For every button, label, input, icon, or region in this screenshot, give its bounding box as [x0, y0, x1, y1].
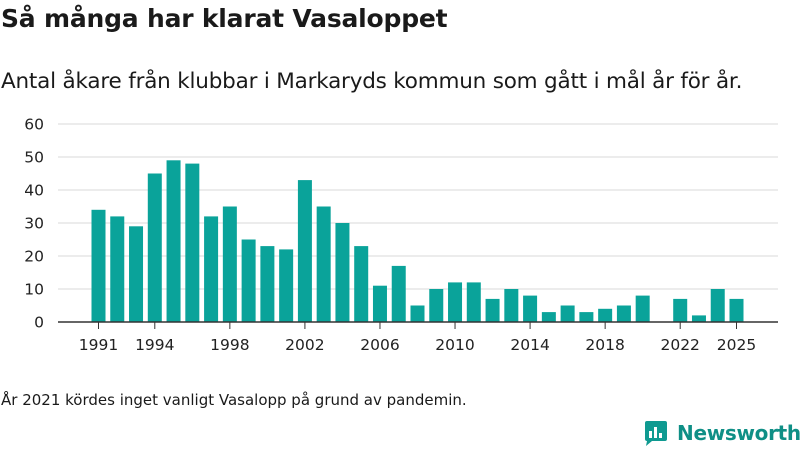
bar-2002 [297, 180, 312, 322]
bar-2001 [279, 249, 294, 322]
chart-title: Så många har klarat Vasaloppet [1, 4, 448, 33]
bar-2025 [729, 298, 744, 322]
bar-1992 [110, 216, 125, 322]
bar-1998 [222, 206, 237, 322]
y-tick-label: 10 [24, 281, 44, 299]
bar-series [91, 160, 744, 322]
bar-2010 [448, 282, 463, 322]
chart-subtitle: Antal åkare från klubbar i Markaryds kom… [1, 69, 743, 94]
newsworthy-logo-icon [645, 421, 667, 446]
y-axis-ticks: 0 10 20 30 40 50 60 [24, 116, 44, 332]
bar-2022 [673, 298, 688, 322]
bar-2004 [335, 223, 350, 322]
bar-2006 [372, 285, 387, 322]
bar-1996 [185, 163, 200, 322]
bar-2013 [504, 289, 519, 322]
y-tick-label: 20 [24, 248, 44, 266]
bar-chart: 0 10 20 30 40 50 60 1991 1994 1998 2002 2006 2010 20… [24, 116, 778, 354]
bar-2014 [523, 295, 538, 322]
bar-2024 [710, 289, 725, 322]
x-tick-label: 2022 [660, 336, 699, 354]
x-axis: 1991 1994 1998 2002 2006 2010 2014 2018 2022 2025 [58, 321, 778, 354]
bar-1995 [166, 160, 181, 322]
bar-2019 [616, 305, 631, 322]
footnote: År 2021 kördes inget vanligt Vasalopp på… [1, 391, 467, 409]
x-tick-label: 1998 [210, 336, 249, 354]
x-tick-label: 2018 [585, 336, 624, 354]
x-tick-label: 2025 [717, 336, 756, 354]
bar-2012 [485, 298, 500, 322]
bar-1991 [91, 209, 106, 322]
bar-2007 [391, 265, 406, 322]
y-tick-label: 0 [34, 314, 44, 332]
bar-2017 [579, 312, 594, 322]
bar-2020 [635, 295, 650, 322]
newsworthy-logo: Newsworthy [643, 419, 800, 447]
bar-2005 [354, 246, 369, 322]
bar-2008 [410, 305, 425, 322]
bar-2009 [429, 289, 444, 322]
y-tick-label: 30 [24, 215, 44, 233]
bar-2016 [560, 305, 575, 322]
bar-2015 [541, 312, 556, 322]
y-tick-label: 50 [24, 149, 44, 167]
bar-2018 [598, 308, 613, 322]
bar-1999 [241, 239, 256, 322]
bar-1993 [129, 226, 144, 322]
newsworthy-logo-text: Newsworthy [677, 421, 800, 445]
x-tick-label: 1991 [79, 336, 118, 354]
bar-2011 [466, 282, 481, 322]
bar-2003 [316, 206, 331, 322]
x-tick-label: 2010 [435, 336, 474, 354]
y-tick-label: 60 [24, 116, 44, 134]
y-tick-label: 40 [24, 182, 44, 200]
bar-2023 [691, 315, 706, 322]
x-tick-label: 1994 [135, 336, 174, 354]
gridlines [58, 123, 778, 290]
x-tick-label: 2002 [285, 336, 324, 354]
bar-1994 [147, 173, 162, 322]
x-tick-label: 2006 [360, 336, 399, 354]
bar-1997 [204, 216, 219, 322]
x-tick-label: 2014 [510, 336, 549, 354]
bar-2000 [260, 246, 275, 322]
